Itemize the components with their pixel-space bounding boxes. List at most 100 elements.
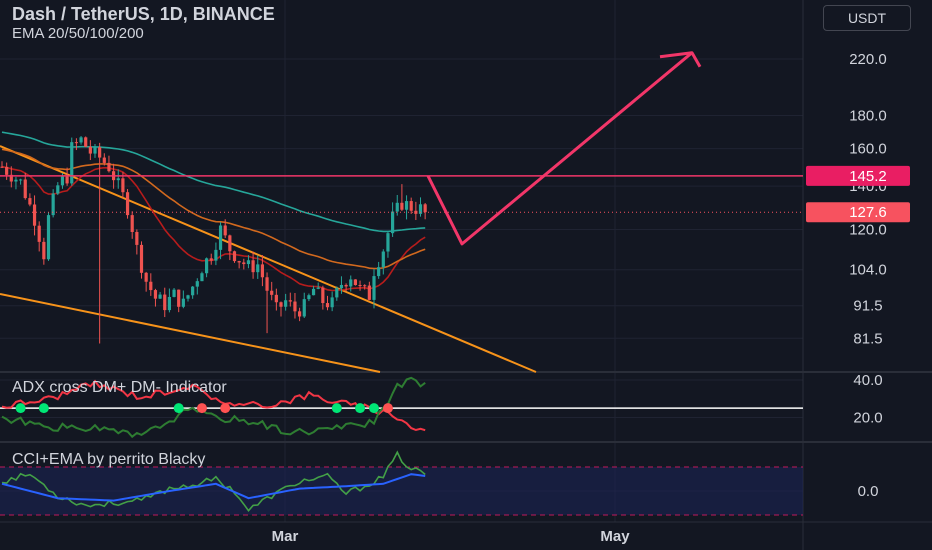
candle-body [5,166,9,175]
current-price-badge-bg [806,202,910,223]
overlay-drawings [0,51,803,246]
candle-body [335,288,339,298]
candle-body [125,192,130,216]
candle-body [251,260,255,273]
candle-body [139,244,144,273]
candle-body [51,193,55,216]
candle-body [135,231,139,245]
trendline-upper [0,145,537,373]
candle-body [316,287,320,289]
adx-dm-plus-line [1,376,426,439]
candle-body [423,204,427,213]
price-tick-label: 160.0 [849,141,887,158]
candle-body [349,279,353,287]
candle-body [121,178,125,193]
candle-body [209,258,213,261]
cci-pane-title: CCI+EMA by perrito Blacky [12,451,206,468]
price-tick-label: 120.0 [849,221,887,238]
indicator-title: EMA 20/50/100/200 [12,25,144,42]
candle-body [167,296,171,311]
candle-body [9,174,13,182]
candle-body [228,235,232,252]
price-tick-label: 81.5 [853,330,882,347]
candle-body [372,276,376,300]
adx-cross-dot [369,403,379,414]
candle-body [414,210,418,214]
adx-tick-label: 40.0 [853,372,882,389]
candle-body [330,297,334,308]
candle-body [404,201,409,210]
candle-body [218,225,223,250]
candle-body [274,294,278,303]
current-price-badge: 127.6 [849,204,887,221]
candle-body [46,215,51,260]
candle-body [339,284,344,289]
time-tick-label: Mar [272,528,299,545]
candle-body [270,290,274,295]
candle-body [200,273,204,282]
candle-body [23,179,27,199]
candle-body [307,295,311,300]
adx-cross-dot [38,403,49,414]
candle-body [191,286,195,296]
candle-body [367,285,371,300]
ema-line-100 [1,131,426,233]
candle-body [302,299,306,317]
trendlines [0,145,537,373]
candle-body [246,260,251,265]
candle-body [391,211,395,234]
candle-body [28,198,32,205]
candle-body [311,288,316,296]
candle-body [149,281,153,291]
cci-line [1,450,426,512]
candles [0,136,427,344]
candle-body [65,176,69,184]
candle-body [102,157,106,163]
candle-body [144,272,148,282]
price-tick-label: 91.5 [853,298,882,315]
resistance-price-badge: 145.2 [849,168,887,185]
ema-line-50 [1,148,426,270]
candle-body [353,279,357,286]
candle-body [214,249,218,261]
cci-bands [0,466,803,516]
candle-body [321,287,325,304]
candle-body [14,179,18,182]
candle-body [107,162,111,172]
candle-body [116,178,120,181]
oscillator-lines [0,376,803,512]
price-tick-label: 220.0 [849,51,887,68]
candle-body [265,277,269,291]
trendline-lower [0,293,381,373]
candle-body [395,202,399,212]
candle-body [181,298,185,307]
candle-body [186,295,190,299]
candle-body [358,285,362,287]
candle-body [79,137,83,143]
ema-line-20 [1,165,426,292]
candle-body [223,225,227,236]
time-tick-label: May [600,528,630,545]
candle-body [37,225,41,242]
candle-body [153,290,158,299]
candle-body [195,281,199,287]
adx-cross-dot [220,403,231,414]
candle-body [279,302,283,307]
candle-body [288,300,292,302]
candle-body [256,264,260,273]
candle-body [74,142,78,144]
adx-cross-dot [355,403,366,414]
adx-tick-label: 20.0 [853,410,882,427]
currency-button[interactable]: USDT [823,5,911,31]
candle-body [163,294,167,311]
projection-arrow-path [426,51,693,246]
candle-body [98,147,102,158]
cci-tick-label: 0.0 [858,483,879,500]
candle-body [325,303,330,308]
candle-body [418,204,423,214]
candle-body [344,284,348,287]
candle-body [56,185,60,194]
ema-lines [1,131,426,292]
candle-body [232,251,237,262]
